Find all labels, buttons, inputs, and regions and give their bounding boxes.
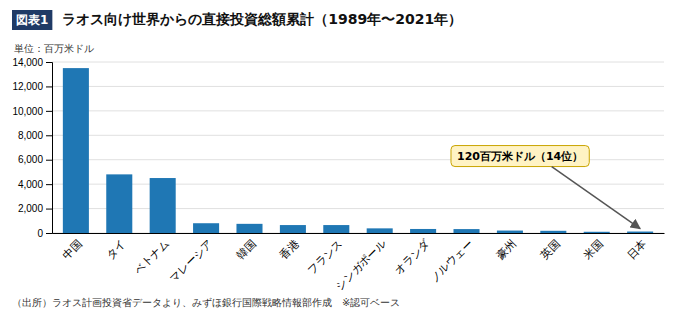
x-axis: 中国タイベトナムマレーシア韓国香港フランスシンガポールオランダノルウェー豪州英国…: [53, 234, 665, 293]
bar: [280, 225, 306, 233]
x-tick: オランダ: [392, 236, 432, 276]
y-tick-label: 0: [37, 228, 43, 239]
y-tick: 10,000: [12, 106, 52, 117]
bar: [410, 229, 436, 233]
y-tick: 8,000: [18, 130, 52, 141]
x-tick: フランス: [305, 237, 345, 277]
x-tick: シンガポール: [333, 237, 388, 292]
x-tick-label: 中国: [60, 237, 84, 261]
x-tick-label: 韓国: [234, 237, 258, 261]
grid-line: [52, 62, 664, 63]
bar: [106, 174, 132, 233]
y-unit-label: 単位：百万米ドル: [14, 43, 94, 54]
y-tick: 14,000: [12, 57, 52, 68]
x-tick: ノルウェー: [428, 237, 475, 284]
x-tick: タイ: [104, 237, 128, 261]
x-tick-label: 豪州: [494, 237, 518, 261]
bar: [540, 231, 566, 233]
x-tick: 中国: [60, 237, 84, 261]
y-tick-mark: [46, 160, 52, 161]
y-tick-label: 12,000: [12, 81, 43, 92]
x-tick: 豪州: [494, 237, 518, 261]
y-tick-mark: [46, 209, 52, 210]
y-tick-label: 2,000: [18, 203, 43, 214]
x-tick-label: フランス: [305, 237, 345, 277]
x-tick: 日本: [624, 237, 648, 261]
bar: [627, 232, 653, 233]
grid-line: [52, 184, 664, 185]
x-tick: 香港: [277, 237, 301, 261]
y-tick: 2,000: [18, 203, 52, 214]
x-tick-label: タイ: [104, 237, 128, 261]
grid-line: [52, 208, 664, 209]
y-tick-mark: [46, 184, 52, 185]
bar: [63, 68, 89, 233]
y-tick-label: 8,000: [18, 130, 43, 141]
y-tick-mark: [46, 233, 52, 234]
annotation-box: [451, 146, 589, 167]
annotation-arrow: [552, 167, 640, 229]
x-tick: 米国: [581, 237, 605, 261]
x-tick-label: 香港: [277, 237, 301, 261]
y-tick-label: 4,000: [18, 179, 43, 190]
title: ラオス向け世界からの直接投資総額累計（1989年〜2021年）: [62, 11, 462, 27]
y-tick-label: 10,000: [12, 106, 43, 117]
x-tick-label: マレーシア: [167, 237, 214, 284]
plot: 単位：百万米ドル 0 2,000 4,000 6,000 8,000 10,000 12,00…: [12, 43, 664, 292]
x-tick: 英国: [538, 237, 562, 261]
y-tick: 6,000: [18, 154, 52, 165]
y-tick: 0: [37, 228, 52, 239]
bar: [584, 232, 610, 233]
title-label: 図表1: [16, 13, 48, 27]
x-tick-label: オランダ: [392, 236, 432, 276]
y-axis: 0 2,000 4,000 6,000 8,000 10,000 12,000 14,000: [12, 57, 52, 239]
x-tick-label: 米国: [581, 237, 605, 261]
y-tick-mark: [46, 111, 52, 112]
x-tick-label: ノルウェー: [428, 237, 475, 284]
title-row: 図表1 ラオス向け世界からの直接投資総額累計（1989年〜2021年）: [12, 10, 462, 30]
y-tick: 4,000: [18, 179, 52, 190]
grid-line: [52, 110, 664, 111]
x-tick: ベトナム: [131, 237, 171, 277]
y-tick: 12,000: [12, 81, 52, 92]
bars: [63, 68, 653, 233]
grid: [52, 62, 664, 233]
x-tick-label: 日本: [624, 237, 648, 261]
y-tick-mark: [46, 86, 52, 87]
y-tick-label: 6,000: [18, 154, 43, 165]
bar: [150, 178, 176, 233]
bar: [236, 224, 262, 233]
x-tick: マレーシア: [167, 237, 214, 284]
title-label-box: [12, 10, 52, 30]
x-tick-label: シンガポール: [333, 237, 388, 292]
chart: 図表1 ラオス向け世界からの直接投資総額累計（1989年〜2021年） 単位：百万米…: [0, 0, 680, 311]
y-tick-label: 14,000: [12, 57, 43, 68]
bar: [193, 223, 219, 233]
x-axis-line: [53, 233, 665, 234]
y-tick-mark: [46, 62, 52, 63]
grid-line: [52, 135, 664, 136]
y-tick-mark: [46, 135, 52, 136]
bar: [323, 225, 349, 233]
x-tick: 韓国: [234, 237, 258, 261]
x-tick-label: 英国: [538, 237, 562, 261]
x-tick-label: ベトナム: [131, 237, 171, 277]
bar: [367, 228, 393, 233]
grid-line: [52, 233, 664, 234]
bar: [497, 231, 523, 233]
footer: （出所）ラオス計画投資省データより、みずほ銀行国際戦略情報部作成 ※認可ベース: [12, 297, 400, 309]
y-axis-line: [46, 63, 53, 234]
annotation-text: 120百万米ドル（14位）: [457, 150, 583, 163]
annotation: 120百万米ドル（14位）: [451, 146, 640, 229]
grid-line: [52, 86, 664, 87]
bar: [453, 229, 479, 233]
